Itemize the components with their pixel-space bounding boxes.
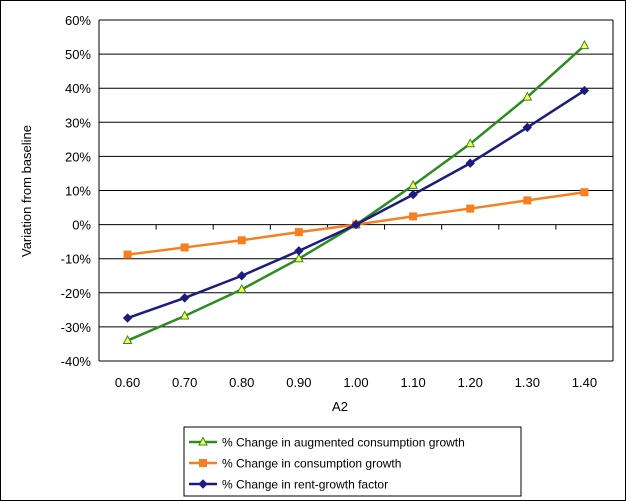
legend-label: % Change in augmented consumption growth	[222, 436, 465, 450]
data-point	[522, 91, 533, 101]
y-tick-label: 20%	[65, 149, 91, 164]
x-tick-label: 0.70	[172, 375, 197, 390]
y-tick-label: -20%	[61, 286, 92, 301]
data-point	[179, 293, 190, 303]
data-point	[351, 219, 361, 230]
data-point	[237, 236, 246, 245]
series-line	[127, 44, 586, 342]
y-tick-label: 60%	[65, 13, 91, 28]
data-point	[122, 334, 133, 345]
gridlines	[99, 19, 613, 362]
legend-label: % Change in consumption growth	[222, 457, 401, 471]
data-point	[465, 138, 476, 148]
y-tick-label: 30%	[65, 115, 91, 130]
x-tick-label: 1.40	[572, 375, 597, 390]
data-point	[466, 204, 475, 213]
y-tick-label: 0%	[72, 218, 91, 233]
legend: % Change in augmented consumption growth…	[183, 426, 522, 497]
legend-box	[183, 426, 522, 497]
data-point	[523, 196, 532, 205]
data-point	[237, 271, 247, 281]
x-axis-title: A2	[332, 399, 348, 414]
x-tick-label: 1.20	[458, 375, 483, 390]
data-point	[294, 253, 304, 263]
data-point	[294, 228, 303, 237]
y-tick-label: -10%	[61, 252, 92, 267]
data-point	[409, 212, 418, 221]
series-2	[122, 85, 590, 323]
y-tick-label: 10%	[65, 184, 91, 199]
x-tick-label: 1.30	[515, 375, 540, 390]
x-tick-label: 0.80	[229, 375, 254, 390]
y-tick-label: -30%	[61, 320, 92, 335]
data-point	[579, 85, 590, 96]
data-point	[408, 179, 418, 189]
y-tick-label: 40%	[65, 81, 91, 96]
data-point	[580, 188, 589, 197]
legend-marker	[198, 479, 208, 489]
data-point	[579, 40, 590, 50]
x-tick-label: 0.90	[286, 375, 311, 390]
data-point	[408, 189, 418, 200]
series-line	[127, 89, 586, 320]
series-0	[122, 40, 590, 345]
data-point	[465, 158, 475, 168]
y-tick-label: 50%	[65, 47, 91, 62]
y-axis-title: Variation from baseline	[19, 125, 34, 257]
data-point	[122, 313, 133, 323]
tick-labels: -40% -30% -20% -10% 0% 10% 20% 30% 40% 50% 60% 0.60…	[61, 13, 597, 390]
legend-label: % Change in rent-growth factor	[222, 478, 388, 492]
data-point	[180, 243, 189, 252]
x-tick-label: 0.60	[115, 375, 140, 390]
series-group	[122, 40, 590, 345]
x-tick-label: 1.10	[400, 375, 425, 390]
data-point	[294, 246, 304, 256]
legend-marker	[198, 436, 208, 446]
x-tick-label: 1.00	[343, 375, 368, 390]
y-tick-label: -40%	[61, 354, 92, 369]
data-point	[179, 310, 190, 320]
data-point	[522, 122, 533, 133]
data-point	[123, 250, 132, 259]
data-point	[236, 283, 247, 293]
legend-marker	[199, 459, 207, 467]
